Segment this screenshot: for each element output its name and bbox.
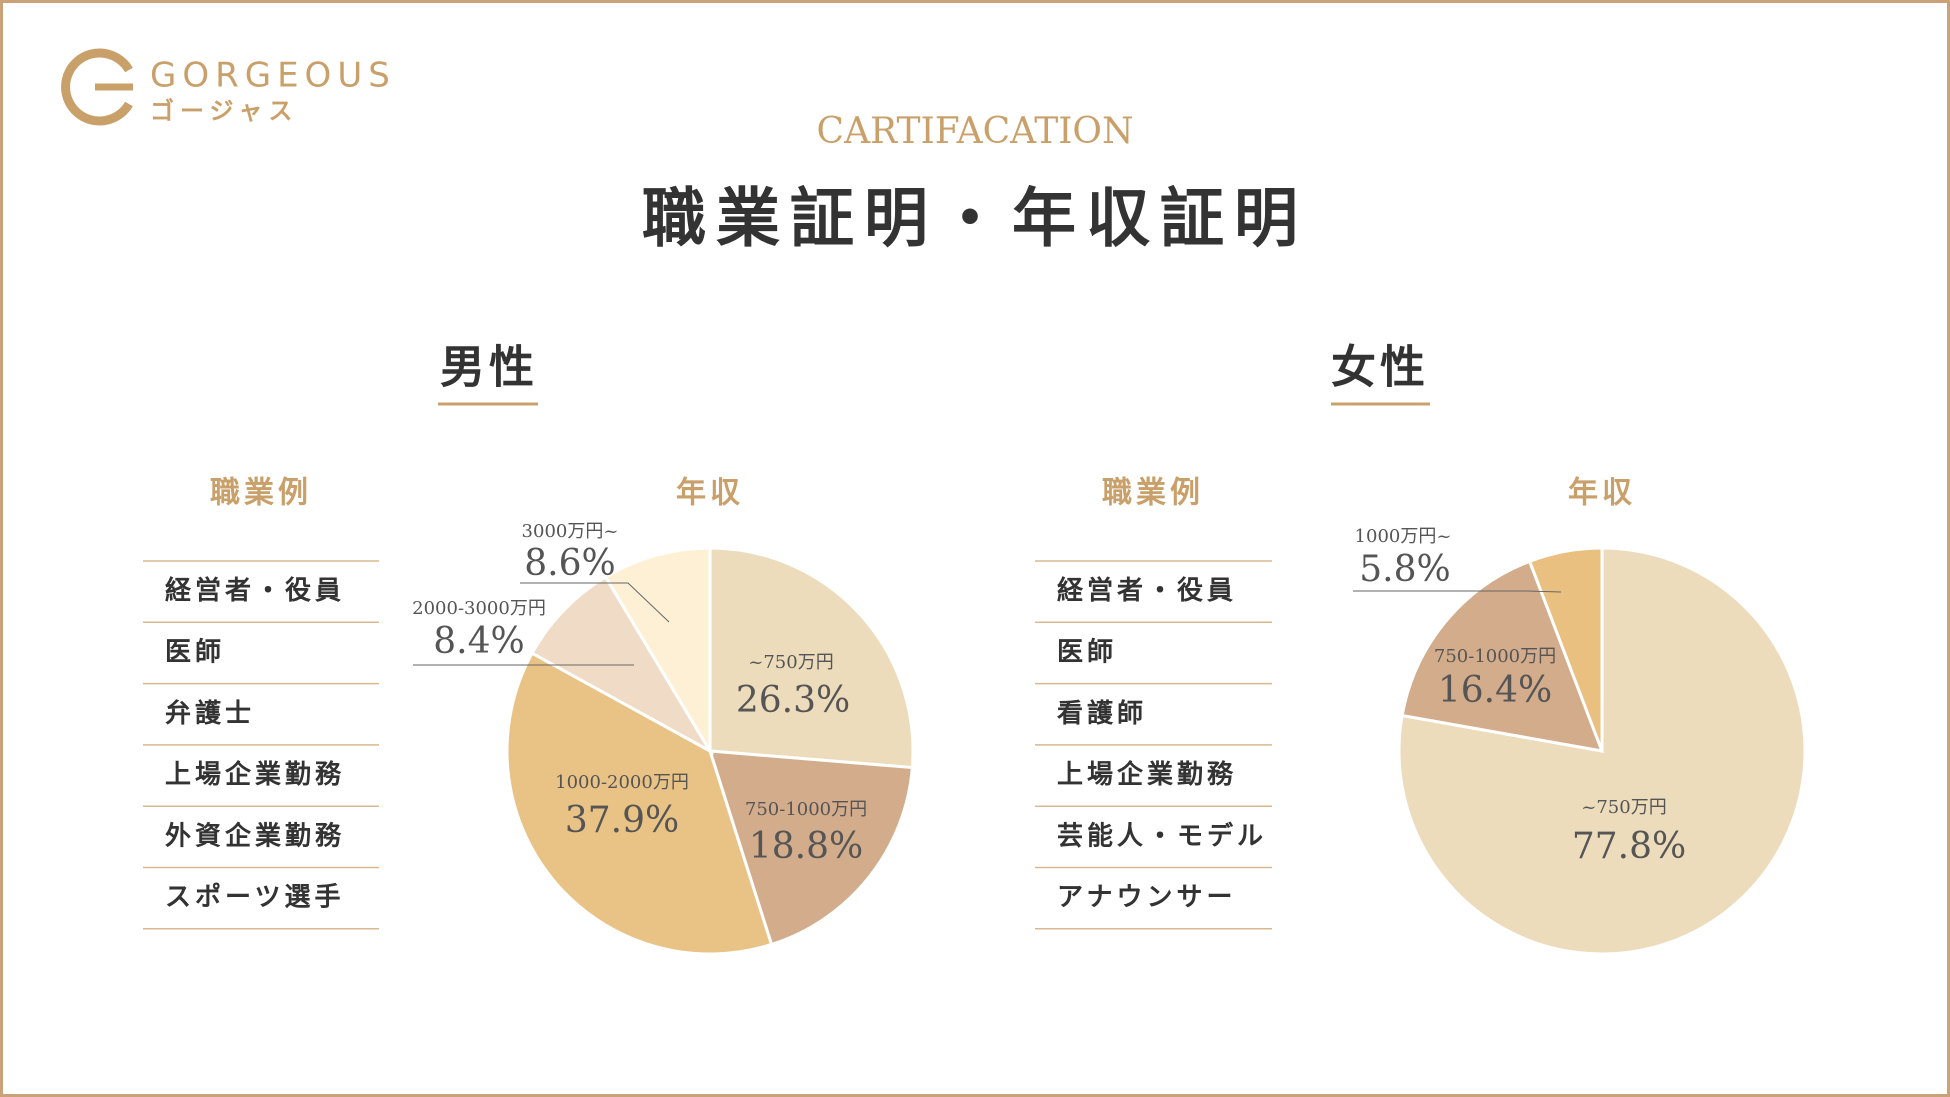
slice-value: 5.8% <box>1359 549 1450 590</box>
job-item: 看護師 <box>1057 698 1147 729</box>
pie-slice <box>530 574 715 755</box>
job-item: 医師 <box>1057 637 1117 667</box>
pie-slice <box>1400 559 1605 753</box>
jobs-heading: 職業例 <box>210 476 312 511</box>
slice-label: 1000万円~ <box>1355 526 1452 547</box>
chart-title: 年収 <box>676 476 744 511</box>
slice-label: ~750万円 <box>748 652 833 673</box>
eyebrow: CARTIFACATION <box>817 111 1134 152</box>
job-item: 上場企業勤務 <box>165 759 345 790</box>
slice-label: 2000-3000万円 <box>412 598 546 619</box>
slice-value: 37.9% <box>565 800 679 841</box>
section-title: 男性 <box>440 341 538 394</box>
logo: GORGEOUS ゴージャス <box>61 48 396 126</box>
job-item: 芸能人・モデル <box>1057 820 1267 851</box>
pie-slice <box>603 546 712 757</box>
pie-slice <box>707 749 914 947</box>
slice-label: 1000-2000万円 <box>555 772 689 793</box>
logo-kana: ゴージャス <box>150 97 298 125</box>
job-item: 上場企業勤務 <box>1057 759 1237 790</box>
slice-value: 77.8% <box>1572 826 1686 867</box>
slice-value: 16.4% <box>1438 670 1552 711</box>
job-item: 弁護士 <box>165 698 255 729</box>
slice-value: 8.6% <box>524 543 615 584</box>
slice-label: ~750万円 <box>1581 797 1666 818</box>
page-title: 職業証明・年収証明 <box>642 182 1308 257</box>
slice-label: 750-1000万円 <box>745 799 867 820</box>
pie-slice <box>1527 546 1604 752</box>
job-item: 外資企業勤務 <box>165 820 345 851</box>
leader-line <box>520 582 670 623</box>
section-title: 女性 <box>1331 341 1429 394</box>
logo-name: GORGEOUS <box>150 56 396 96</box>
slice-label: 750-1000万円 <box>1434 646 1556 667</box>
logo-mark <box>61 48 133 126</box>
job-item: 医師 <box>165 637 225 667</box>
pie-slice <box>708 546 915 770</box>
slice-value: 8.4% <box>433 621 524 662</box>
slice-label: 3000万円~ <box>522 521 619 542</box>
chart-title: 年収 <box>1568 476 1636 511</box>
jobs-heading: 職業例 <box>1102 476 1204 511</box>
job-item: スポーツ選手 <box>165 882 344 913</box>
slice-value: 18.8% <box>749 826 863 867</box>
pie-slice <box>505 651 774 956</box>
slice-value: 26.3% <box>736 680 850 721</box>
leader-line <box>1353 590 1562 593</box>
job-item: アナウンサー <box>1057 883 1236 913</box>
job-item: 経営者・役員 <box>165 575 345 606</box>
job-item: 経営者・役員 <box>1057 575 1237 606</box>
